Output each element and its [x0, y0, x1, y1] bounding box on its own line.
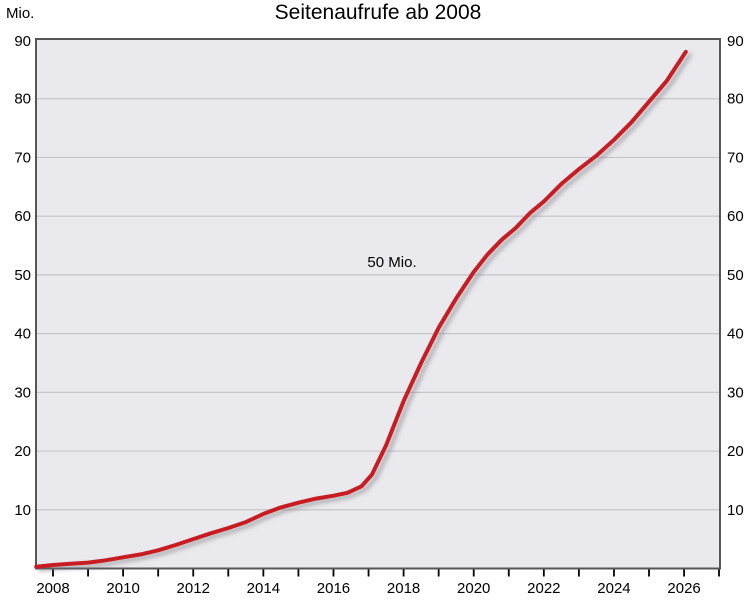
y-tick-label-right-30: 30	[727, 384, 744, 401]
y-tick-label-right-80: 80	[727, 91, 744, 108]
annotation-50-mio: 50 Mio.	[367, 254, 416, 271]
x-tick-label-2016: 2016	[317, 580, 350, 597]
y-tick-label-left-30: 30	[14, 384, 31, 401]
y-tick-label-left-70: 70	[14, 149, 31, 166]
y-tick-label-right-50: 50	[727, 267, 744, 284]
chart-title: Seitenaufrufe ab 2008	[274, 1, 482, 24]
x-tick-label-2022: 2022	[527, 580, 560, 597]
x-tick-label-2018: 2018	[387, 580, 420, 597]
y-axis-unit-label: Mio.	[6, 5, 35, 22]
y-tick-label-right-70: 70	[727, 149, 744, 166]
y-tick-label-left-50: 50	[14, 267, 31, 284]
y-tick-label-left-40: 40	[14, 326, 31, 343]
y-tick-label-left-80: 80	[14, 91, 31, 108]
x-tick-label-2014: 2014	[247, 580, 280, 597]
x-tick-label-2026: 2026	[667, 580, 700, 597]
y-tick-label-right-20: 20	[727, 443, 744, 460]
y-tick-label-right-60: 60	[727, 208, 744, 225]
y-tick-label-right-40: 40	[727, 326, 744, 343]
x-tick-label-2010: 2010	[106, 580, 139, 597]
y-tick-label-left-90: 90	[14, 33, 31, 50]
x-tick-label-2008: 2008	[36, 580, 69, 597]
y-tick-label-right-10: 10	[727, 502, 744, 519]
y-tick-label-left-60: 60	[14, 208, 31, 225]
data-curve-seitenaufrufe	[34, 49, 688, 569]
y-tick-label-left-20: 20	[14, 443, 31, 460]
plot-area	[35, 38, 721, 570]
y-tick-label-right-90: 90	[727, 33, 744, 50]
x-tick-label-2024: 2024	[597, 580, 630, 597]
x-tick-label-2012: 2012	[177, 580, 210, 597]
x-tick-label-2020: 2020	[457, 580, 490, 597]
y-tick-label-left-10: 10	[14, 502, 31, 519]
